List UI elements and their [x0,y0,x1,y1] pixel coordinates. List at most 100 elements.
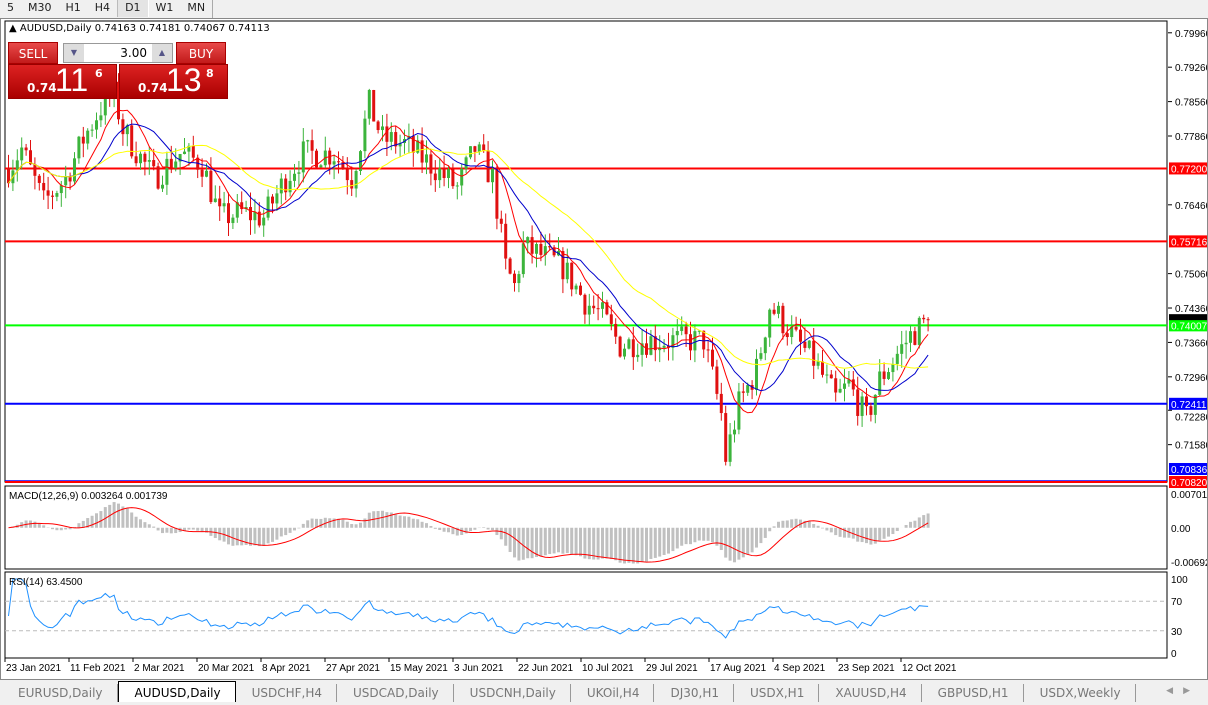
chart-tab[interactable]: UKOil,H4 [571,684,655,702]
timeframe-mn[interactable]: MN [187,1,206,14]
candle-up [438,168,442,181]
candle-up [838,388,842,393]
chart-tab[interactable]: USDCAD,Daily [337,684,454,702]
chart-tab[interactable]: XAUUSD,H4 [819,684,922,702]
macd-histogram-bar [403,516,406,528]
candle-up [262,217,266,226]
level-price-label: 0.72411 [1171,400,1207,411]
candle-down [508,258,512,274]
candle-up [675,331,679,336]
timeframe-5[interactable]: 5 [7,1,14,14]
candle-up [183,151,186,155]
candle-up [825,374,829,376]
candle-up [398,143,402,147]
collapse-triangle-icon[interactable]: ▲ [9,23,17,34]
candle-down [143,153,147,162]
chart-tab[interactable]: USDCHF,H4 [236,684,338,702]
macd-histogram-bar [891,527,895,535]
macd-histogram-bar [803,520,807,528]
candle-down [706,349,710,351]
timeframe-w1[interactable]: W1 [155,1,174,14]
candle-down [631,339,635,358]
candle-up [139,153,142,164]
macd-histogram-bar [631,527,635,564]
lot-increase-icon[interactable]: ▲ [152,44,172,62]
macd-histogram-bar [279,527,283,537]
date-tick-label: 4 Sep 2021 [774,663,826,674]
candle-up [755,358,758,390]
candle-up [565,262,569,280]
chart-tab[interactable]: DJ30,H1 [654,684,734,702]
timeframe-h4[interactable]: H4 [94,1,111,14]
macd-histogram-bar [917,517,921,528]
candle-down [257,211,261,226]
macd-histogram-bar [447,527,450,533]
candle-up [477,144,481,152]
candle-up [543,246,547,255]
tab-scroll-arrows-icon[interactable]: ◀▶ [1166,686,1200,696]
candle-down [345,169,349,181]
candle-down [922,317,926,320]
candle-down [653,336,657,351]
macd-histogram-bar [807,521,811,528]
candle-up [623,348,626,357]
candle-up [728,434,732,462]
buy-price[interactable]: 0.74 13 8 [119,62,228,99]
candle-up [733,429,736,435]
candle-down [785,333,789,338]
candle-down [42,182,46,191]
candle-up [759,353,763,359]
candle-down [191,145,195,158]
lot-decrease-icon[interactable]: ▼ [64,44,84,62]
chart-tab[interactable]: AUDUSD,Daily [117,681,236,702]
macd-histogram-bar [139,519,142,528]
timeframe-h1[interactable]: H1 [65,1,81,14]
macd-tick-label: 0.007015 [1171,490,1207,501]
macd-histogram-bar [711,527,714,543]
macd-histogram-bar [755,527,758,548]
macd-histogram-bar [196,527,200,531]
macd-histogram-bar [420,521,424,528]
buy-button[interactable]: BUY [176,42,226,64]
macd-histogram-bar [486,527,490,530]
macd-histogram-bar [103,507,107,528]
candle-down [310,140,314,151]
macd-histogram-bar [306,520,310,528]
macd-histogram-bar [271,527,274,542]
candle-down [926,319,930,321]
chart-tab[interactable]: USDCNH,Daily [454,684,571,702]
timeframe-m30[interactable]: M30 [28,1,52,14]
macd-histogram-bar [429,525,433,528]
chart-tab[interactable]: EURUSD,Daily [2,684,118,702]
macd-histogram-bar [539,527,543,557]
date-tick-label: 3 Jun 2021 [454,663,504,674]
chart-tab[interactable]: GBPUSD,H1 [922,684,1024,702]
macd-histogram-bar [878,527,882,541]
timeframe-d1[interactable]: D1 [117,0,149,17]
candle-up [517,274,521,284]
lot-value[interactable]: 3.00 [120,46,147,60]
candle-up [671,335,675,348]
macd-histogram-bar [662,527,666,555]
chart-tab[interactable]: USDX,H1 [734,684,820,702]
macd-histogram-bar [680,527,684,546]
lot-size-field[interactable]: ▼ 3.00 ▲ [63,43,173,63]
macd-histogram-bar [583,527,587,559]
candle-up [389,132,393,142]
macd-histogram-bar [293,527,296,531]
level-price-tag [1169,476,1207,488]
sell-button[interactable]: SELL [8,42,58,64]
one-click-trading-panel: SELL ▼ 3.00 ▲ BUY 0.74 11 6 0.74 13 8 [8,42,228,100]
macd-histogram-bar [794,518,798,528]
macd-histogram-bar [77,523,81,528]
level-price-label: 0.74007 [1171,321,1207,332]
chart-tab[interactable]: USDX,Weekly [1024,684,1136,702]
sell-price[interactable]: 0.74 11 6 [8,62,117,99]
rsi-pane [4,571,1168,659]
macd-histogram-bar [174,527,178,534]
date-tick-label: 12 Oct 2021 [902,663,957,674]
